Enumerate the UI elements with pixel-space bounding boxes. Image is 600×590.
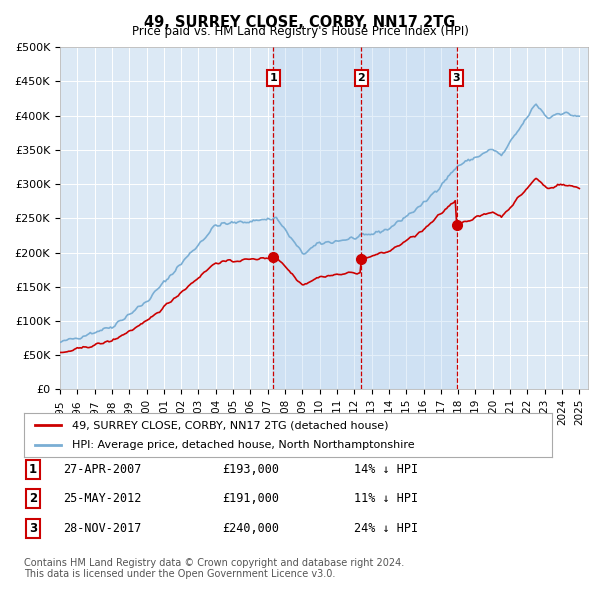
Text: 49, SURREY CLOSE, CORBY, NN17 2TG: 49, SURREY CLOSE, CORBY, NN17 2TG [145,15,455,30]
Text: £193,000: £193,000 [222,463,279,476]
Text: 49, SURREY CLOSE, CORBY, NN17 2TG (detached house): 49, SURREY CLOSE, CORBY, NN17 2TG (detac… [71,421,388,430]
Bar [273,47,457,389]
Text: 27-APR-2007: 27-APR-2007 [63,463,142,476]
Text: 11% ↓ HPI: 11% ↓ HPI [354,492,418,505]
Text: Contains HM Land Registry data © Crown copyright and database right 2024.: Contains HM Land Registry data © Crown c… [24,558,404,568]
Text: 24% ↓ HPI: 24% ↓ HPI [354,522,418,535]
Text: 14% ↓ HPI: 14% ↓ HPI [354,463,418,476]
Text: 1: 1 [29,463,37,476]
Text: 25-MAY-2012: 25-MAY-2012 [63,492,142,505]
Text: 2: 2 [358,73,365,83]
Text: 3: 3 [29,522,37,535]
Text: HPI: Average price, detached house, North Northamptonshire: HPI: Average price, detached house, Nort… [71,440,414,450]
Text: £240,000: £240,000 [222,522,279,535]
Text: 1: 1 [269,73,277,83]
Text: 3: 3 [453,73,460,83]
Text: This data is licensed under the Open Government Licence v3.0.: This data is licensed under the Open Gov… [24,569,335,579]
Text: £191,000: £191,000 [222,492,279,505]
Text: 28-NOV-2017: 28-NOV-2017 [63,522,142,535]
Text: 2: 2 [29,492,37,505]
Text: Price paid vs. HM Land Registry's House Price Index (HPI): Price paid vs. HM Land Registry's House … [131,25,469,38]
